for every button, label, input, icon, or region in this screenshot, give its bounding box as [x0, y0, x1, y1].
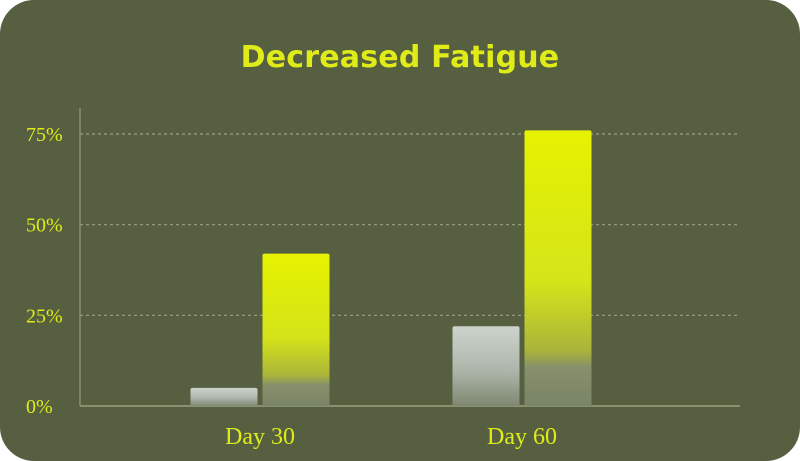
x-tick-label: Day 30	[225, 424, 295, 450]
bar	[524, 130, 592, 406]
y-tick-label: 75%	[26, 124, 63, 146]
axes	[79, 108, 740, 407]
bar	[452, 326, 520, 406]
bars	[190, 130, 592, 406]
bar	[262, 253, 330, 406]
bar	[190, 387, 258, 406]
y-tick-label: 0%	[26, 396, 53, 418]
y-tick-label: 25%	[26, 305, 63, 327]
x-tick-label: Day 60	[487, 424, 557, 450]
grid-lines	[80, 133, 740, 316]
y-tick-label: 50%	[26, 215, 63, 237]
chart-title: Decreased Fatigue	[240, 40, 560, 75]
tick-labels: 0% 25% 50% 75% Day 30 Day 60	[26, 124, 557, 450]
